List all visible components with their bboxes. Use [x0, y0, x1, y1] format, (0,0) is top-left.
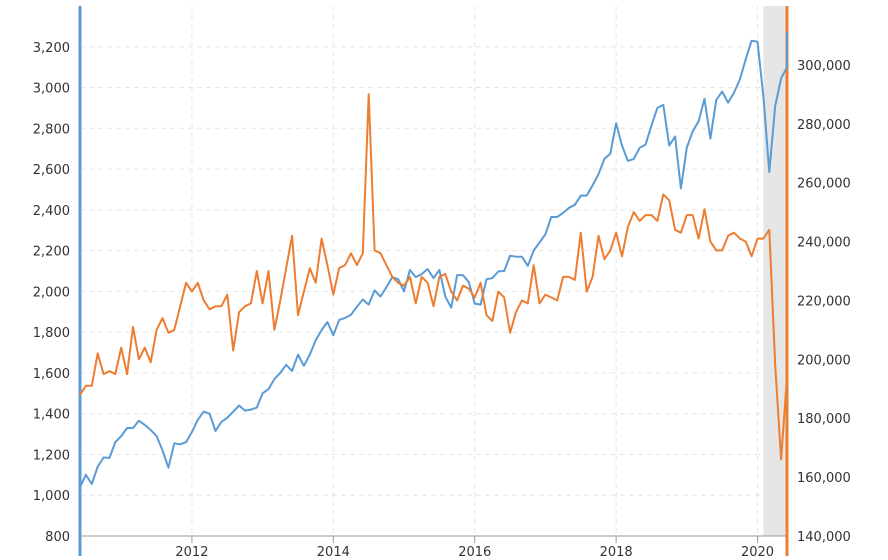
series-line-left-axis — [79, 31, 788, 489]
left-y-tick-label: 3,200 — [33, 41, 70, 56]
left-y-tick-label: 1,600 — [33, 367, 70, 382]
shaded-region-layer — [763, 6, 787, 536]
series-line-right-axis — [79, 93, 788, 461]
left-y-tick-label: 1,800 — [33, 326, 70, 341]
right-y-tick-label: 300,000 — [797, 59, 851, 74]
series-layer — [79, 31, 788, 489]
left-y-tick-label: 1,200 — [33, 448, 70, 463]
left-y-tick-label: 2,600 — [33, 163, 70, 178]
right-y-tick-label: 180,000 — [797, 412, 851, 427]
left-y-tick-label: 2,200 — [33, 245, 70, 260]
x-tick-label: 2018 — [600, 545, 633, 560]
x-tick-label: 2020 — [741, 545, 774, 560]
left-y-tick-label: 3,000 — [33, 82, 70, 97]
shaded-region — [763, 6, 787, 536]
left-y-tick-label: 2,800 — [33, 122, 70, 137]
left-y-axis: 800 1,000 1,200 1,400 1,600 1,800 2,000 2,200 2,… — [33, 6, 82, 556]
right-y-tick-label: 140,000 — [797, 530, 851, 545]
right-y-tick-label: 260,000 — [797, 177, 851, 192]
x-axis: 2012 2014 2016 2018 2020 — [80, 535, 787, 560]
left-y-tick-label: 2,400 — [33, 204, 70, 219]
gridlines — [80, 6, 787, 536]
right-y-axis: 140,000 160,000 180,000 200,000 220,000 240,0… — [785, 6, 851, 556]
left-y-tick-label: 800 — [45, 530, 70, 545]
left-y-tick-label: 1,000 — [33, 489, 70, 504]
left-y-tick-label: 2,000 — [33, 285, 70, 300]
x-tick-label: 2016 — [458, 545, 491, 560]
x-tick-label: 2014 — [317, 545, 350, 560]
right-y-tick-label: 220,000 — [797, 294, 851, 309]
left-y-tick-label: 1,400 — [33, 408, 70, 423]
right-y-tick-label: 240,000 — [797, 236, 851, 251]
right-y-tick-label: 160,000 — [797, 471, 851, 486]
right-y-tick-label: 200,000 — [797, 353, 851, 368]
right-y-tick-label: 280,000 — [797, 118, 851, 133]
x-tick-label: 2012 — [175, 545, 208, 560]
